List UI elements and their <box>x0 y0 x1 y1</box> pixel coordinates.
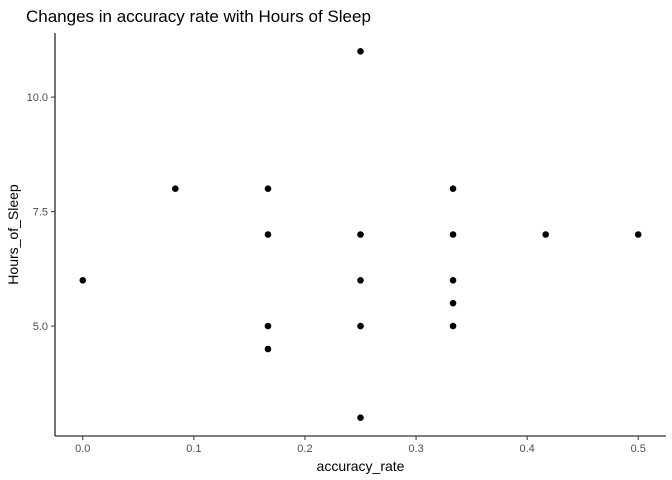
x-axis-title: accuracy_rate <box>317 458 405 474</box>
data-point <box>172 185 179 193</box>
y-ticks: 5.0 7.5 10.0 <box>27 92 55 333</box>
x-tick-label: 0.0 <box>75 443 90 455</box>
data-point <box>357 231 364 238</box>
data-point <box>357 48 364 55</box>
data-point <box>449 231 457 238</box>
data-point <box>264 345 272 353</box>
data-point <box>357 276 364 284</box>
y-tick-label: 7.5 <box>33 207 48 219</box>
data-point <box>449 299 457 307</box>
data-point <box>79 276 87 284</box>
x-tick-label: 0.5 <box>631 443 646 455</box>
points-layer <box>79 48 642 421</box>
x-tick-label: 0.3 <box>408 443 423 455</box>
x-tick-label: 0.2 <box>297 443 312 455</box>
x-tick-label: 0.4 <box>519 443 534 455</box>
data-point <box>542 231 549 238</box>
data-point <box>264 231 272 238</box>
chart-title: Changes in accuracy rate with Hours of S… <box>26 7 371 26</box>
data-point <box>449 322 457 330</box>
x-tick-label: 0.1 <box>186 443 201 455</box>
data-point <box>449 185 457 193</box>
data-point <box>449 276 457 284</box>
data-point <box>264 322 272 330</box>
y-tick-label: 10.0 <box>27 92 48 104</box>
y-axis-title: Hours_of_Sleep <box>5 184 21 285</box>
data-point <box>264 185 272 193</box>
y-tick-label: 5.0 <box>33 321 48 333</box>
data-point <box>634 231 642 238</box>
data-point <box>357 322 364 330</box>
x-ticks: 0.0 0.1 0.2 0.3 0.4 0.5 <box>75 436 646 455</box>
data-point <box>357 414 364 421</box>
